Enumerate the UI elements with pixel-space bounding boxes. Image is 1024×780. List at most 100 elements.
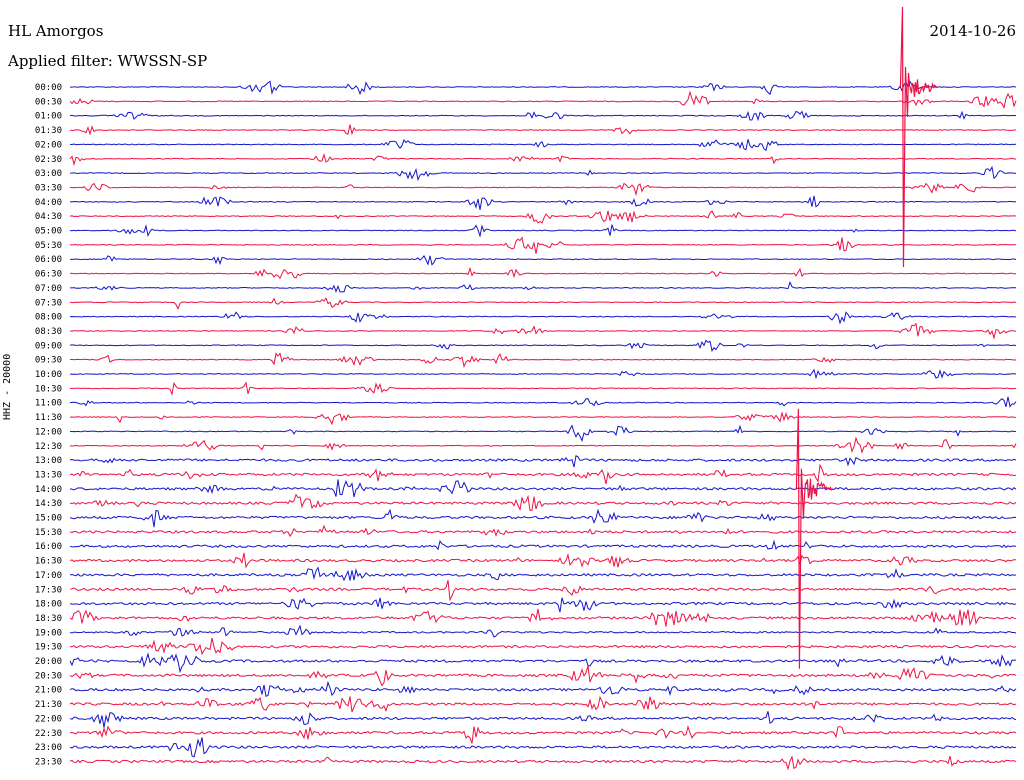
row-label: 15:00 xyxy=(35,514,62,524)
trace-row xyxy=(69,711,1017,728)
trace-row xyxy=(69,695,1017,713)
row-label: 10:30 xyxy=(35,384,62,394)
row-label: 18:00 xyxy=(35,600,62,610)
trace-row xyxy=(69,381,1017,397)
trace-row xyxy=(69,665,1017,687)
date-label: 2014-10-26 xyxy=(929,22,1016,40)
trace-row xyxy=(69,297,1017,310)
row-label: 03:30 xyxy=(35,183,62,193)
trace-row xyxy=(69,455,1017,468)
trace-row xyxy=(69,254,1017,266)
row-label: 22:30 xyxy=(35,729,62,739)
row-label: 07:00 xyxy=(35,284,62,294)
trace-row xyxy=(69,266,1017,280)
trace-row xyxy=(69,436,1017,454)
row-label: 11:30 xyxy=(35,413,62,423)
trace-row xyxy=(69,680,1017,698)
row-label: 08:00 xyxy=(35,313,62,323)
filter-label: Applied filter: WWSSN-SP xyxy=(8,52,208,70)
row-label: 17:30 xyxy=(35,585,62,595)
row-label: 22:00 xyxy=(35,714,62,724)
trace-row xyxy=(69,311,1017,325)
trace-row xyxy=(69,110,1017,122)
trace-row xyxy=(69,352,1017,368)
row-label: 19:00 xyxy=(35,628,62,638)
row-label: 03:00 xyxy=(35,169,62,179)
row-time-labels: 00:00 00:30 01:00 01:30 02:00 02:30 03:00 03:30… xyxy=(35,83,62,767)
trace-row xyxy=(69,368,1017,380)
trace-row xyxy=(69,322,1017,340)
row-label: 12:00 xyxy=(35,427,62,437)
row-label: 17:00 xyxy=(35,571,62,581)
trace-row xyxy=(70,281,1017,293)
row-label: 11:00 xyxy=(35,399,62,409)
row-label: 05:00 xyxy=(35,227,62,237)
trace-row xyxy=(69,624,1017,638)
trace-row xyxy=(69,637,1017,656)
trace-row xyxy=(69,195,1016,210)
trace-row xyxy=(69,90,1017,110)
row-label: 14:30 xyxy=(35,499,62,509)
trace-row xyxy=(69,566,1017,582)
row-label: 04:00 xyxy=(35,198,62,208)
row-label: 16:30 xyxy=(35,557,62,567)
row-label: 20:00 xyxy=(35,657,62,667)
trace-row xyxy=(69,493,1017,512)
trace-row xyxy=(69,652,1017,674)
trace-row xyxy=(69,236,1017,254)
trace-row xyxy=(69,552,1017,569)
row-label: 16:00 xyxy=(35,542,62,552)
row-label: 18:30 xyxy=(35,614,62,624)
trace-row xyxy=(69,608,1017,627)
row-label: 04:30 xyxy=(35,212,62,222)
trace-row xyxy=(69,508,1017,528)
trace-row xyxy=(69,124,1017,136)
row-label: 23:30 xyxy=(35,757,62,767)
trace-row xyxy=(69,411,1017,426)
trace-row xyxy=(69,524,1017,538)
trace-row xyxy=(69,396,1017,408)
trace-row xyxy=(69,463,1017,485)
row-label: 07:30 xyxy=(35,298,62,308)
row-label: 01:00 xyxy=(35,112,62,122)
row-label: 09:00 xyxy=(35,341,62,351)
row-label: 06:00 xyxy=(35,255,62,265)
row-label: 02:30 xyxy=(35,155,62,165)
trace-row xyxy=(69,152,1017,167)
station-title: HL Amorgos xyxy=(8,22,104,40)
trace-row xyxy=(69,182,1017,197)
trace-row xyxy=(69,597,1017,613)
row-label: 15:30 xyxy=(35,528,62,538)
trace-row xyxy=(69,165,1017,182)
trace-row xyxy=(69,580,1016,602)
row-label: 09:30 xyxy=(35,356,62,366)
row-label: 01:30 xyxy=(35,126,62,136)
row-label: 10:00 xyxy=(35,370,62,380)
row-label: 13:30 xyxy=(35,470,62,480)
row-label: 00:30 xyxy=(35,97,62,107)
row-label: 08:30 xyxy=(35,327,62,337)
row-label: 23:00 xyxy=(35,743,62,753)
row-label: 00:00 xyxy=(35,83,62,93)
row-label: 05:30 xyxy=(35,241,62,251)
trace-row xyxy=(69,80,1017,96)
row-label: 14:00 xyxy=(35,485,62,495)
trace-row xyxy=(69,737,1017,758)
trace-row xyxy=(69,755,1017,771)
trace-row xyxy=(69,479,1017,498)
seismic-traces xyxy=(69,6,1017,771)
row-label: 06:30 xyxy=(35,270,62,280)
row-label: 21:30 xyxy=(35,700,62,710)
trace-row xyxy=(69,210,1017,224)
row-label: 12:30 xyxy=(35,442,62,452)
trace-row xyxy=(69,725,1017,744)
earthquake-event xyxy=(795,408,834,669)
trace-row xyxy=(69,339,1017,352)
row-label: 02:00 xyxy=(35,140,62,150)
trace-row xyxy=(69,539,1017,551)
trace-row xyxy=(69,138,1017,152)
row-label: 21:00 xyxy=(35,686,62,696)
row-label: 20:30 xyxy=(35,671,62,681)
earthquake-event xyxy=(899,6,938,268)
